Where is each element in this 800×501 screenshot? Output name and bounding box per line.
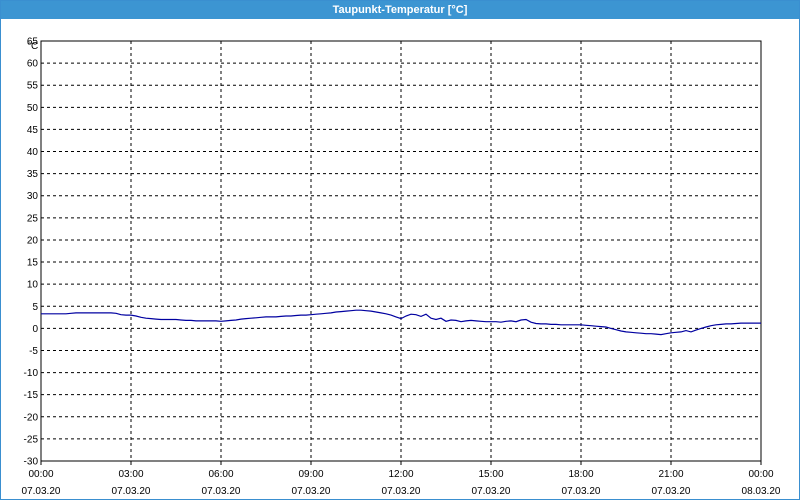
y-tick-label: 50 xyxy=(27,103,39,114)
y-tick-label: 30 xyxy=(27,191,39,202)
x-tick-time: 03:00 xyxy=(118,469,143,480)
y-tick-label: 15 xyxy=(27,258,39,269)
x-tick-date: 07.03.20 xyxy=(382,486,421,497)
x-tick-time: 15:00 xyxy=(478,469,503,480)
y-tick-label: -20 xyxy=(24,412,39,423)
x-tick-date: 07.03.20 xyxy=(22,486,61,497)
y-tick-label: 25 xyxy=(27,213,39,224)
x-tick-date: 07.03.20 xyxy=(472,486,511,497)
x-tick-time: 18:00 xyxy=(568,469,593,480)
y-tick-label: -15 xyxy=(24,390,39,401)
plot-border xyxy=(40,40,762,462)
x-tick-time: 12:00 xyxy=(388,469,413,480)
x-tick-time: 00:00 xyxy=(748,469,773,480)
x-tick-date: 07.03.20 xyxy=(562,486,601,497)
y-tick-label: 45 xyxy=(27,125,39,136)
x-tick-date: 07.03.20 xyxy=(652,486,691,497)
x-tick-date: 07.03.20 xyxy=(112,486,151,497)
y-tick-label: 40 xyxy=(27,147,39,158)
y-tick-label: 65 xyxy=(27,37,39,48)
y-tick-label: 55 xyxy=(27,81,39,92)
y-tick-label: 35 xyxy=(27,169,39,180)
y-tick-label: 60 xyxy=(27,59,39,70)
x-tick-time: 21:00 xyxy=(658,469,683,480)
x-tick-date: 07.03.20 xyxy=(202,486,241,497)
chart-title: Taupunkt-Temperatur [°C] xyxy=(1,1,799,19)
x-tick-date: 07.03.20 xyxy=(292,486,331,497)
y-axis-label: °C xyxy=(27,41,38,52)
y-tick-label: 5 xyxy=(32,302,38,313)
y-tick-label: -30 xyxy=(24,457,39,468)
x-tick-date: 08.03.20 xyxy=(742,486,781,497)
x-tick-time: 09:00 xyxy=(298,469,323,480)
y-tick-label: 20 xyxy=(27,235,39,246)
y-tick-label: 0 xyxy=(32,324,38,335)
y-tick-label: -25 xyxy=(24,434,39,445)
x-tick-time: 06:00 xyxy=(208,469,233,480)
dew-point-series-line xyxy=(41,309,761,336)
y-tick-label: -5 xyxy=(29,346,38,357)
x-tick-time: 00:00 xyxy=(28,469,53,480)
y-tick-label: -10 xyxy=(24,368,39,379)
y-tick-label: 10 xyxy=(27,280,39,291)
